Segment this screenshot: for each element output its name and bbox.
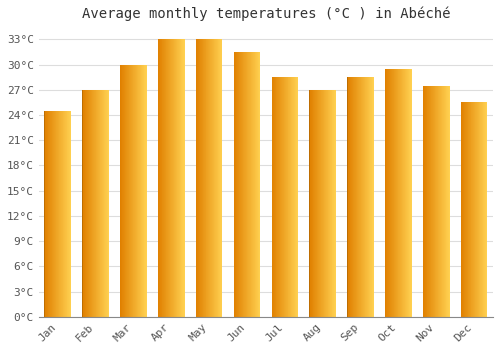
Title: Average monthly temperatures (°C ) in Abéché: Average monthly temperatures (°C ) in Ab… — [82, 7, 450, 21]
